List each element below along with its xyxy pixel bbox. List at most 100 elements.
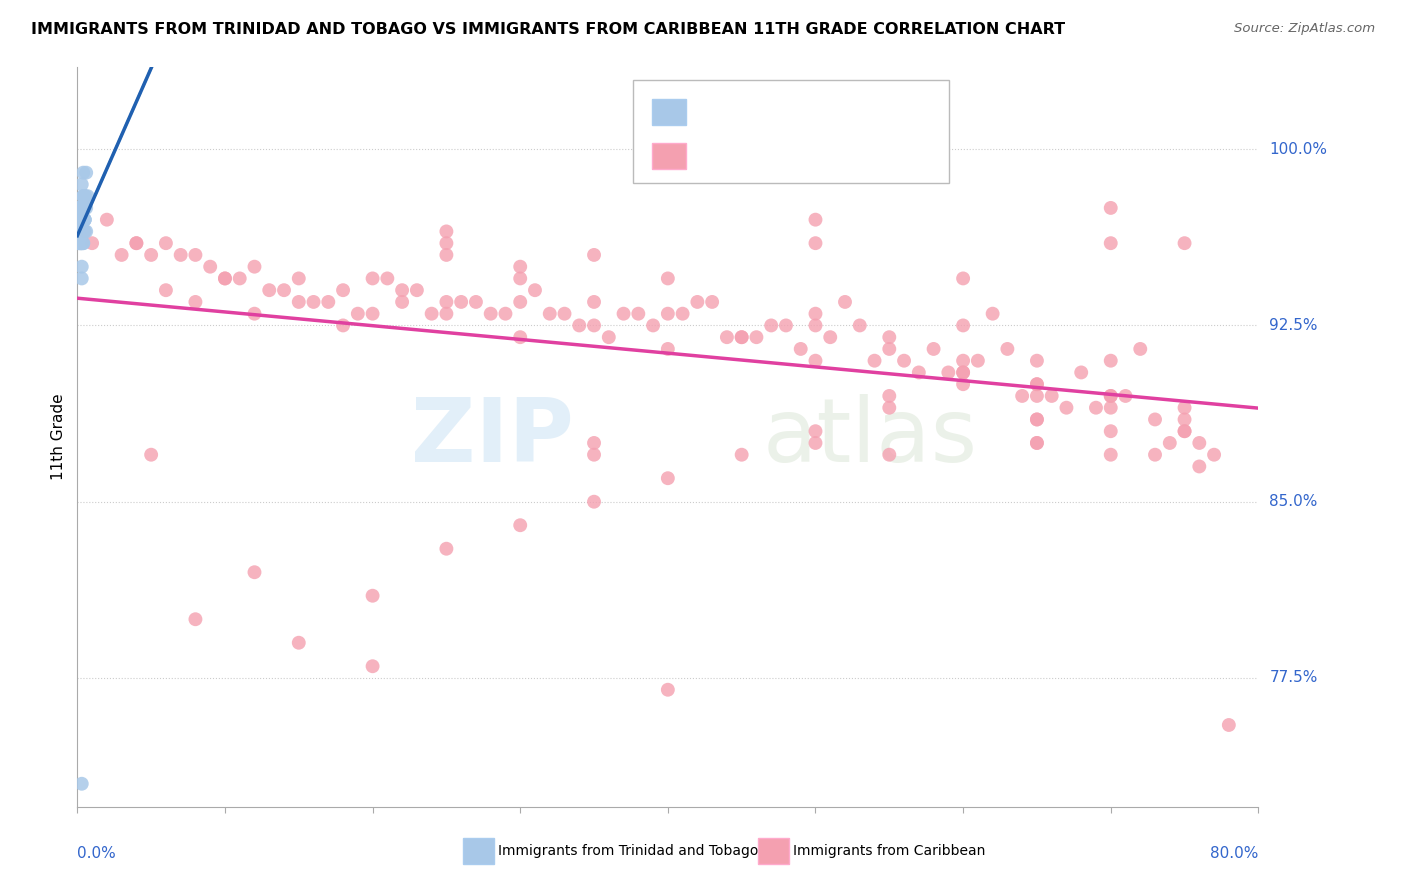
Point (72, 212, 94, 227)
Point (72, 201, 94, 215)
Point (436, 541, 458, 556)
Point (73, 212, 96, 227)
Point (288, 271, 311, 285)
Point (70, 212, 93, 227)
Point (72, 166, 94, 180)
Point (1011, 389, 1033, 403)
Point (436, 224, 458, 238)
Point (302, 294, 325, 309)
Point (96, 212, 118, 227)
Point (1099, 201, 1122, 215)
Point (731, 330, 754, 344)
Point (72, 201, 94, 215)
Point (436, 307, 458, 321)
Point (509, 518, 531, 533)
Point (804, 436, 827, 450)
Point (69, 201, 91, 215)
Point (69, 201, 91, 215)
Text: 0.0%: 0.0% (77, 847, 117, 861)
Text: atlas: atlas (762, 393, 977, 481)
Point (952, 353, 974, 368)
Point (76, 189, 98, 203)
Point (332, 283, 354, 297)
Point (69, 212, 91, 227)
Point (879, 389, 901, 403)
Point (184, 248, 207, 262)
Point (72, 212, 94, 227)
Point (495, 307, 517, 321)
Point (82, 236, 104, 251)
Point (1026, 353, 1049, 368)
Point (70, 212, 93, 227)
Text: Immigrants from Trinidad and Tobago: Immigrants from Trinidad and Tobago (498, 844, 758, 858)
Point (72, 224, 94, 238)
Point (657, 471, 679, 485)
Point (1174, 412, 1197, 426)
Point (1174, 236, 1197, 251)
Point (67, 224, 90, 238)
Point (69, 212, 91, 227)
Point (214, 271, 236, 285)
Text: R = -0.286   N = 148: R = -0.286 N = 148 (693, 145, 862, 159)
Point (67, 201, 90, 215)
Point (67, 212, 90, 227)
Point (72, 224, 94, 238)
Point (243, 307, 266, 321)
Point (67, 212, 90, 227)
Y-axis label: 11th Grade: 11th Grade (51, 393, 66, 481)
Point (72, 212, 94, 227)
Point (70, 212, 93, 227)
Point (1129, 342, 1152, 356)
Point (72, 189, 94, 203)
Point (879, 401, 901, 415)
Point (391, 294, 413, 309)
Point (73, 201, 96, 215)
Point (70, 224, 93, 238)
Point (1174, 401, 1197, 415)
Point (125, 236, 148, 251)
Point (346, 307, 368, 321)
Point (69, 201, 91, 215)
Point (72, 224, 94, 238)
Point (72, 201, 94, 215)
Point (184, 294, 207, 309)
Point (509, 330, 531, 344)
Point (377, 271, 399, 285)
Point (938, 366, 960, 380)
Point (73, 224, 96, 238)
Point (70, 224, 93, 238)
Point (1070, 366, 1092, 380)
Text: 85.0%: 85.0% (1270, 494, 1317, 509)
Point (804, 353, 827, 368)
Point (67, 201, 90, 215)
Point (243, 260, 266, 274)
Point (70, 212, 93, 227)
Point (70, 212, 93, 227)
Point (273, 283, 295, 297)
Point (75, 224, 97, 238)
Point (716, 330, 738, 344)
Point (67, 236, 90, 251)
Point (1099, 401, 1122, 415)
Point (702, 294, 724, 309)
Point (879, 342, 901, 356)
Point (538, 307, 561, 321)
Point (479, 307, 502, 321)
Point (1099, 424, 1122, 438)
Point (228, 271, 252, 285)
Point (1099, 389, 1122, 403)
Point (72, 201, 94, 215)
Point (1099, 448, 1122, 462)
Point (657, 307, 679, 321)
Point (70, 236, 93, 251)
Point (72, 201, 94, 215)
Point (70, 212, 93, 227)
Point (69, 201, 91, 215)
Point (70, 224, 93, 238)
Point (155, 283, 177, 297)
Point (70, 224, 93, 238)
Point (70, 236, 93, 251)
Point (72, 224, 94, 238)
Point (73, 189, 96, 203)
Point (73, 212, 96, 227)
